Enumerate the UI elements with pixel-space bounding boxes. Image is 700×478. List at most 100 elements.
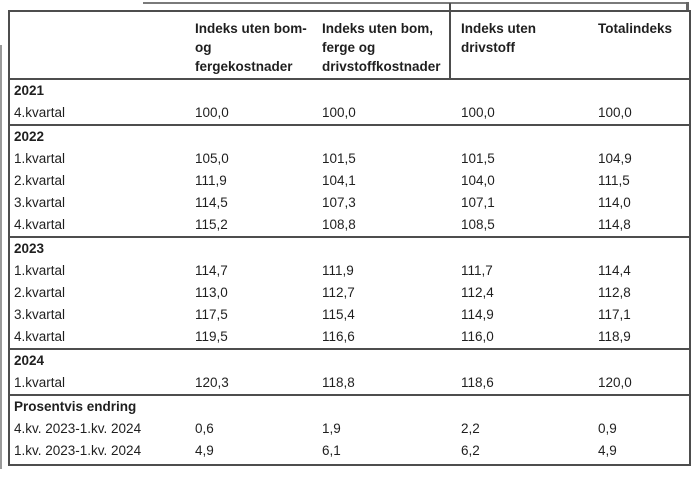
value-cell: 6,2 <box>461 443 480 458</box>
table-row: 1.kvartal 114,7 111,9 111,7 114,4 <box>10 260 689 282</box>
value-cell: 114,0 <box>598 195 631 210</box>
value-cell: 100,0 <box>195 105 229 120</box>
value-cell: 100,0 <box>322 105 356 120</box>
value-cell: 104,0 <box>461 173 495 188</box>
empty-cell <box>195 350 322 372</box>
value-cell: 114,9 <box>461 307 494 322</box>
section-header-row: 2024 <box>10 350 689 372</box>
empty-cell <box>195 80 322 102</box>
header-cell-index-uten-bom-ferge: Indeks uten bom- og fergekostnader <box>195 21 307 74</box>
empty-cell <box>461 80 598 102</box>
table-row: 4.kv. 2023-1.kv. 2024 0,6 1,9 2,2 0,9 <box>10 418 689 440</box>
value-cell: 117,1 <box>598 307 631 322</box>
empty-cell <box>195 126 322 148</box>
table-row: 1.kvartal 120,3 118,8 118,6 120,0 <box>10 372 689 394</box>
empty-cell <box>598 126 689 148</box>
section-header-label: 2024 <box>14 353 45 368</box>
empty-cell <box>322 350 461 372</box>
value-cell: 104,1 <box>322 173 356 188</box>
header-cell-index-uten-drivstoff: Indeks uten drivstoff <box>461 21 537 55</box>
table-row: 1.kv. 2023-1.kv. 2024 4,9 6,1 6,2 4,9 <box>10 440 689 462</box>
table-row: 1.kvartal 105,0 101,5 101,5 104,9 <box>10 148 689 170</box>
value-cell: 107,1 <box>461 195 495 210</box>
table-body: 2021 4.kvartal 100,0 100,0 100,0 100,0 2022 1.k… <box>10 80 689 462</box>
value-cell: 114,5 <box>195 195 228 210</box>
empty-cell <box>322 80 461 102</box>
empty-cell <box>195 238 322 260</box>
value-cell: 2,2 <box>461 421 480 436</box>
index-table: Indeks uten bom- og fergekostnader Indek… <box>8 10 691 466</box>
row-label: 4.kvartal <box>14 329 66 344</box>
value-cell: 116,0 <box>461 329 494 344</box>
value-cell: 111,9 <box>322 263 354 278</box>
value-cell: 115,4 <box>322 307 355 322</box>
row-label: 4.kv. 2023-1.kv. 2024 <box>14 421 142 436</box>
empty-cell <box>461 238 598 260</box>
value-cell: 118,6 <box>461 375 494 390</box>
empty-cell <box>598 396 689 418</box>
value-cell: 111,9 <box>195 173 227 188</box>
empty-cell <box>598 238 689 260</box>
section-header-row: Prosentvis endring <box>10 396 689 418</box>
value-cell: 114,7 <box>195 263 228 278</box>
cutoff-top-border-line <box>143 2 688 4</box>
value-cell: 0,6 <box>195 421 214 436</box>
value-cell: 101,5 <box>322 151 356 166</box>
table-row: 3.kvartal 117,5 115,4 114,9 117,1 <box>10 304 689 326</box>
empty-cell <box>598 80 689 102</box>
value-cell: 108,8 <box>322 217 356 232</box>
table-row: 4.kvartal 115,2 108,8 108,5 114,8 <box>10 214 689 236</box>
empty-cell <box>598 350 689 372</box>
table-section: 2024 1.kvartal 120,3 118,8 118,6 120,0 <box>10 350 689 396</box>
value-cell: 119,5 <box>195 329 228 344</box>
value-cell: 117,5 <box>195 307 228 322</box>
table-section: 2021 4.kvartal 100,0 100,0 100,0 100,0 <box>10 80 689 126</box>
table-row: 2.kvartal 113,0 112,7 112,4 112,8 <box>10 282 689 304</box>
row-label: 1.kvartal <box>14 375 66 390</box>
row-label: 2.kvartal <box>14 285 66 300</box>
header-cell-totalindeks: Totalindeks <box>598 21 673 36</box>
value-cell: 100,0 <box>461 105 495 120</box>
empty-cell <box>322 396 461 418</box>
table-row: 4.kvartal 100,0 100,0 100,0 100,0 <box>10 102 689 124</box>
value-cell: 0,9 <box>598 421 617 436</box>
empty-cell <box>461 126 598 148</box>
value-cell: 4,9 <box>195 443 214 458</box>
value-cell: 100,0 <box>598 105 632 120</box>
value-cell: 107,3 <box>322 195 356 210</box>
row-label: 1.kvartal <box>14 263 66 278</box>
value-cell: 114,4 <box>598 263 631 278</box>
value-cell: 4,9 <box>598 443 617 458</box>
value-cell: 1,9 <box>322 421 341 436</box>
section-header-label: Prosentvis endring <box>14 399 137 414</box>
table-row: 4.kvartal 119,5 116,6 116,0 118,9 <box>10 326 689 348</box>
section-header-label: 2021 <box>14 83 45 98</box>
header-column-divider <box>449 3 451 78</box>
table-row: 3.kvartal 114,5 107,3 107,1 114,0 <box>10 192 689 214</box>
empty-cell <box>322 126 461 148</box>
row-label: 1.kvartal <box>14 151 66 166</box>
section-header-row: 2023 <box>10 238 689 260</box>
table-header-row: Indeks uten bom- og fergekostnader Indek… <box>10 12 689 80</box>
row-label: 2.kvartal <box>14 173 66 188</box>
value-cell: 113,0 <box>195 285 228 300</box>
value-cell: 111,5 <box>598 173 630 188</box>
value-cell: 115,2 <box>195 217 228 232</box>
row-label: 3.kvartal <box>14 195 66 210</box>
cutoff-left-border-line <box>0 45 2 469</box>
value-cell: 112,7 <box>322 285 355 300</box>
value-cell: 6,1 <box>322 443 341 458</box>
value-cell: 120,3 <box>195 375 229 390</box>
row-label: 1.kv. 2023-1.kv. 2024 <box>14 443 142 458</box>
cutoff-top-border-tip <box>686 2 689 11</box>
empty-cell <box>461 350 598 372</box>
value-cell: 111,7 <box>461 263 493 278</box>
empty-cell <box>461 396 598 418</box>
section-header-row: 2022 <box>10 126 689 148</box>
empty-cell <box>195 396 322 418</box>
value-cell: 118,8 <box>322 375 355 390</box>
header-cell-index-uten-bom-ferge-drivstoff: Indeks uten bom, ferge og drivstoffkostn… <box>322 21 441 74</box>
value-cell: 120,0 <box>598 375 632 390</box>
table-section: 2022 1.kvartal 105,0 101,5 101,5 104,9 2.kvart… <box>10 126 689 238</box>
